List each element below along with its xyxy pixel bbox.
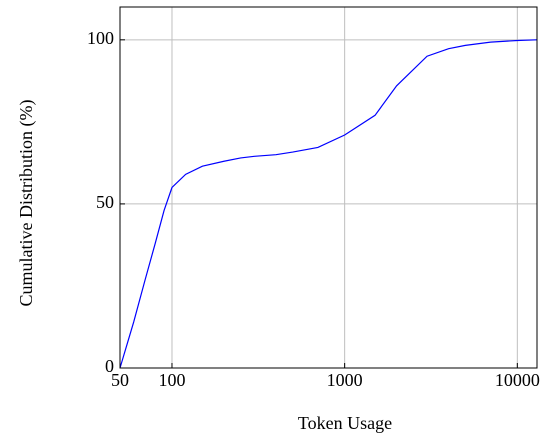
data-line xyxy=(119,39,538,369)
x-tick-label: 100 xyxy=(158,370,185,390)
x-axis-label: Token Usage xyxy=(298,413,392,433)
y-tick-label: 100 xyxy=(87,28,114,48)
x-tick-label: 1000 xyxy=(327,370,363,390)
y-tick-label: 0 xyxy=(105,356,114,376)
plot-frame xyxy=(119,6,538,369)
y-tick-label: 50 xyxy=(96,192,114,212)
y-axis-label: Cumulative Distribution (%) xyxy=(16,100,37,307)
x-tick-label: 50 xyxy=(111,370,129,390)
x-tick-label: 10000 xyxy=(495,370,540,390)
